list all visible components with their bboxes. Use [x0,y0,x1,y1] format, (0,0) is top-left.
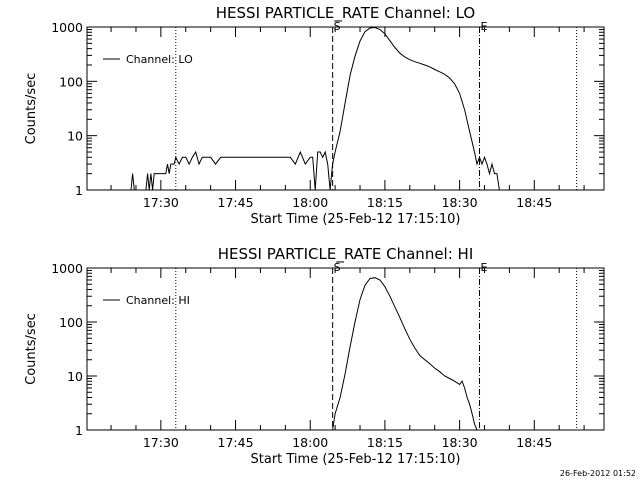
y-axis-label: Counts/sec [24,73,39,145]
footer-timestamp: 26-Feb-2012 01:52 [560,469,636,478]
x-tick-label: 17:45 [218,195,254,210]
x-tick-label: 18:45 [516,195,552,210]
y-axis-label: Counts/sec [24,313,39,385]
plot-frame [86,267,605,431]
y-tick-label: 1000 [51,261,83,276]
x-axis-label: Start Time (25-Feb-12 17:15:10) [251,452,461,467]
x-tick-label: 17:45 [218,435,254,450]
x-tick-label: 18:00 [292,435,328,450]
y-tick-label: 1 [75,423,83,438]
x-tick-label: 18:15 [367,435,403,450]
x-tick-label: 18:15 [367,195,403,210]
legend-label: Channel: HI [126,294,190,307]
x-tick-label: 17:30 [143,435,179,450]
y-tick-label: 10 [67,369,83,384]
chart-title: HESSI PARTICLE_RATE Channel: HI [218,245,474,264]
panel-lo: HESSI PARTICLE_RATE Channel: LOS E 1 10 100 1… [24,4,605,227]
chart-title: HESSI PARTICLE_RATE Channel: LO [216,4,475,23]
marker-label-e: E [481,261,488,274]
x-tick-label: 18:00 [292,195,328,210]
y-tick-label: 100 [59,74,83,89]
series-line [130,27,505,190]
x-tick-label: 18:30 [442,435,478,450]
series-line [332,277,478,430]
marker-label-e: E [481,20,488,33]
x-tick-label: 17:30 [143,195,179,210]
marker-label-s: S [334,261,341,274]
x-tick-label: 18:30 [442,195,478,210]
x-tick-label: 18:45 [516,435,552,450]
x-axis-label: Start Time (25-Feb-12 17:15:10) [251,212,461,227]
marker-label-s: S [334,20,341,33]
panel-hi: HESSI PARTICLE_RATE Channel: HIS E 1 10 100 1… [24,245,605,467]
plot-frame [86,26,605,191]
y-tick-label: 10 [67,129,83,144]
y-tick-label: 1 [75,183,83,198]
legend-label: Channel: LO [126,53,193,66]
y-tick-label: 100 [59,315,83,330]
y-tick-label: 1000 [51,20,83,35]
